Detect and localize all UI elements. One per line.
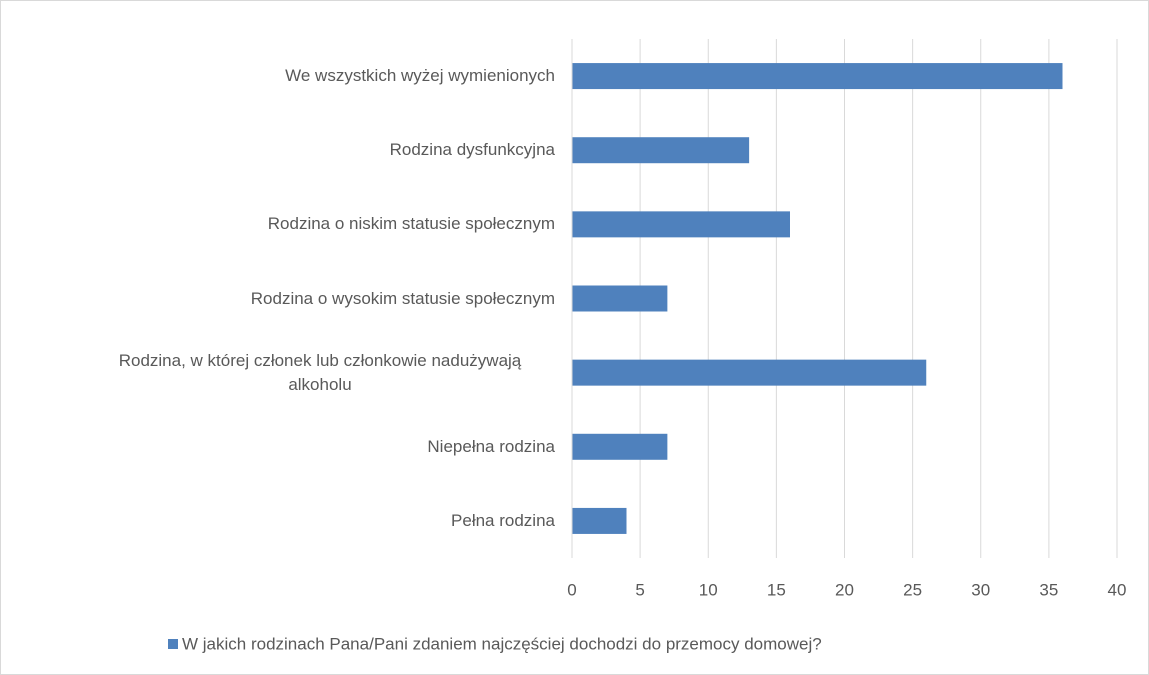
- x-tick-label: 15: [767, 580, 786, 599]
- y-tick-label: Rodzina dysfunkcyjna: [389, 140, 555, 160]
- y-tick-label-box: Niepełna rodzina: [10, 412, 555, 482]
- y-tick-label-box: Rodzina o niskim statusie społecznym: [10, 189, 555, 259]
- y-tick-label: Rodzina, w której członek lub członkowie…: [118, 350, 522, 394]
- x-tick-label: 0: [567, 580, 576, 599]
- y-tick-label: Niepełna rodzina: [427, 436, 555, 456]
- y-tick-label-box: We wszystkich wyżej wymienionych: [10, 41, 555, 111]
- y-tick-label: Rodzina o wysokim statusie społecznym: [250, 288, 555, 308]
- bar: [572, 285, 668, 312]
- y-tick-label-box: Rodzina, w której członek lub członkowie…: [10, 338, 555, 408]
- x-tick-label: 20: [835, 580, 854, 599]
- y-tick-label: We wszystkich wyżej wymienionych: [285, 66, 555, 86]
- bar: [572, 211, 790, 238]
- x-tick-label: 5: [635, 580, 644, 599]
- bar: [572, 137, 750, 164]
- bar: [572, 507, 627, 534]
- x-tick-label: 25: [903, 580, 922, 599]
- x-tick-label: 40: [1108, 580, 1127, 599]
- y-tick-label-box: Pełna rodzina: [10, 486, 555, 556]
- legend-label: W jakich rodzinach Pana/Pani zdaniem naj…: [182, 634, 822, 653]
- x-tick-label: 35: [1039, 580, 1058, 599]
- y-tick-label: Pełna rodzina: [451, 510, 555, 530]
- legend-swatch: [168, 639, 178, 649]
- bar: [572, 63, 1063, 90]
- y-tick-label: Rodzina o niskim statusie społecznym: [267, 214, 555, 234]
- x-tick-label: 30: [971, 580, 990, 599]
- bar: [572, 359, 927, 386]
- y-tick-label-box: Rodzina dysfunkcyjna: [10, 115, 555, 185]
- x-tick-label: 10: [699, 580, 718, 599]
- bar: [572, 433, 668, 460]
- y-tick-label-box: Rodzina o wysokim statusie społecznym: [10, 264, 555, 334]
